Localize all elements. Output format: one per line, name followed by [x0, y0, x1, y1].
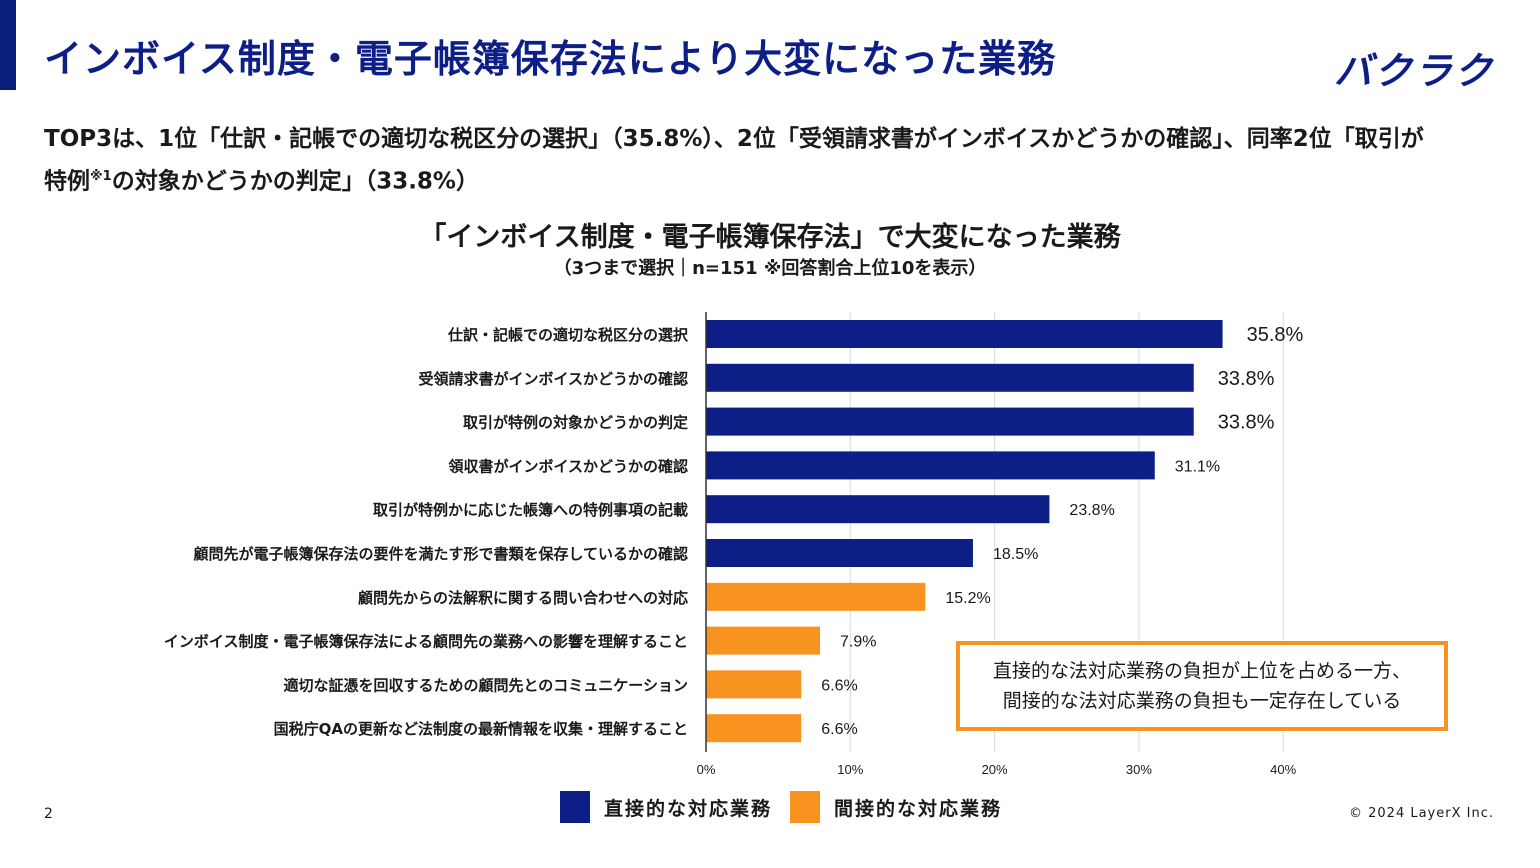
category-label: 顧問先が電子帳簿保存法の要件を満たす形で書類を保存しているかの確認: [193, 545, 688, 563]
value-label: 6.6%: [821, 721, 857, 738]
value-label: 31.1%: [1175, 458, 1220, 475]
copyright: © 2024 LayerX Inc.: [1349, 806, 1494, 821]
category-label: 受領請求書がインボイスかどうかの確認: [418, 370, 688, 388]
bar: [706, 495, 1050, 524]
category-label: 領収書がインボイスかどうかの確認: [448, 457, 688, 475]
legend-label-indirect: 間接的な対応業務: [834, 797, 1003, 820]
bar: [706, 539, 973, 567]
bar: [706, 714, 802, 743]
legend-swatch-indirect: [790, 791, 821, 823]
chart-legend: 直接的な対応業務 間接的な対応業務: [560, 791, 1020, 823]
chart-title: 「インボイス制度・電子帳簿保存法」で大変になった業務: [419, 222, 1121, 253]
accent-bar: [0, 0, 16, 90]
value-label: 23.8%: [1069, 502, 1114, 519]
category-label: 国税庁QAの更新など法制度の最新情報を収集・理解すること: [274, 720, 688, 738]
summary-line-2b: の対象かどうかの判定」（33.8%）: [111, 168, 479, 195]
bar: [706, 320, 1223, 348]
category-label: 取引が特例の対象かどうかの判定: [463, 414, 688, 432]
summary-line-1: TOP3は、1位「仕訳・記帳での適切な税区分の選択」（35.8%）、2位「受領請…: [44, 126, 1424, 152]
category-label: 顧問先からの法解釈に関する問い合わせへの対応: [358, 589, 688, 607]
value-label: 33.8%: [1218, 412, 1275, 434]
legend-swatch-direct: [560, 791, 590, 823]
tick-label: 20%: [982, 762, 1008, 777]
bar: [706, 407, 1194, 436]
legend-item-indirect: 間接的な対応業務: [790, 791, 1002, 823]
bar: [706, 451, 1155, 480]
tick-label: 0%: [697, 762, 716, 777]
tick-label: 10%: [837, 762, 863, 777]
callout-line-2: 間接的な法対応業務の負担も一定存在している: [1002, 690, 1402, 712]
callout-box: 直接的な法対応業務の負担が上位を占める一方、 間接的な法対応業務の負担も一定存在…: [956, 641, 1448, 731]
page-number: 2: [44, 806, 53, 822]
bar: [706, 670, 802, 699]
bar: [706, 626, 820, 655]
summary-text: TOP3は、1位「仕訳・記帳での適切な税区分の選択」（35.8%）、2位「受領請…: [44, 120, 1504, 201]
legend-item-direct: 直接的な対応業務: [560, 791, 772, 823]
legend-label-direct: 直接的な対応業務: [604, 797, 773, 820]
category-label: 適切な証憑を回収するための顧問先とのコミュニケーション: [283, 676, 688, 694]
value-label: 7.9%: [840, 634, 876, 651]
summary-line-2: 特例※1の対象かどうかの判定」（33.8%）: [44, 158, 1504, 201]
chart-subtitle: （3つまで選択｜n=151 ※回答割合上位10を表示）: [553, 258, 987, 279]
value-label: 6.6%: [821, 677, 857, 694]
footnote-mark: ※1: [90, 169, 112, 184]
bar: [706, 363, 1194, 392]
page-title: インボイス制度・電子帳簿保存法により大変になった業務: [44, 37, 1057, 81]
callout-line-1: 直接的な法対応業務の負担が上位を占める一方、: [992, 660, 1411, 682]
summary-line-2a: 特例: [44, 168, 90, 195]
tick-label: 40%: [1270, 762, 1296, 777]
value-label: 15.2%: [945, 590, 990, 607]
tick-label: 30%: [1126, 762, 1152, 777]
category-label: 取引が特例かに応じた帳簿への特例事項の記載: [373, 501, 688, 519]
brand-logo: バクラク: [1333, 49, 1494, 93]
category-label: 仕訳・記帳での適切な税区分の選択: [447, 326, 689, 344]
category-label: インボイス制度・電子帳簿保存法による顧問先の業務への影響を理解すること: [164, 633, 688, 651]
value-label: 33.8%: [1218, 368, 1275, 390]
value-label: 18.5%: [993, 546, 1038, 563]
value-label: 35.8%: [1247, 324, 1304, 346]
bar: [706, 582, 926, 611]
